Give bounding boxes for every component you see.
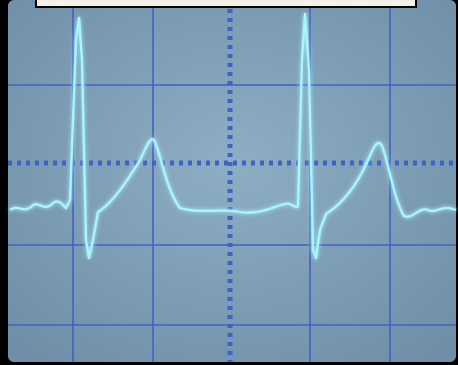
ecg-trace xyxy=(9,12,457,260)
center-axes xyxy=(8,0,456,362)
label-box xyxy=(35,0,417,8)
